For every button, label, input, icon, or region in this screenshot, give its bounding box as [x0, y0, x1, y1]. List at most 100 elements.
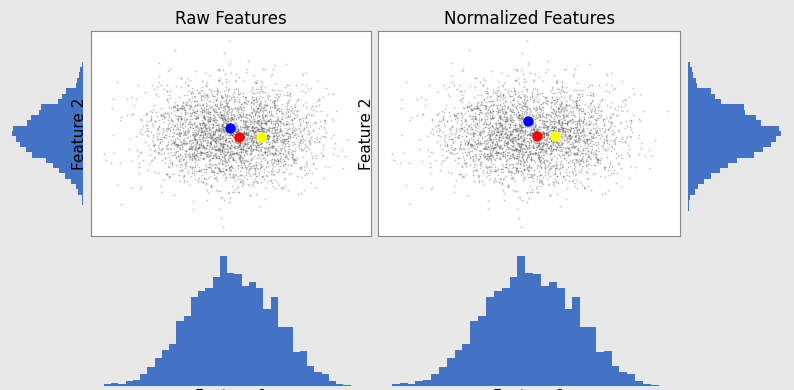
Point [276, 145, 288, 151]
Point [542, 139, 554, 145]
Point [534, 140, 547, 146]
Point [580, 168, 592, 175]
Point [481, 122, 494, 129]
Point [259, 149, 272, 155]
Point [239, 124, 252, 130]
Point [310, 133, 322, 140]
Bar [619, 372, 627, 386]
Point [255, 128, 268, 134]
Point [234, 152, 247, 158]
Point [568, 130, 580, 136]
Point [258, 169, 271, 176]
Point [200, 153, 213, 160]
Point [229, 128, 241, 134]
Point [210, 126, 222, 133]
Point [558, 106, 571, 112]
Point [581, 154, 594, 160]
Point [461, 103, 473, 109]
Point [249, 79, 262, 85]
Point [229, 159, 242, 165]
Point [549, 111, 561, 117]
Point [152, 150, 164, 156]
Point [490, 120, 503, 126]
Point [262, 131, 275, 138]
Point [269, 94, 282, 100]
Point [238, 160, 251, 167]
Point [584, 89, 596, 95]
Point [192, 127, 205, 133]
Point [268, 159, 280, 165]
Point [191, 140, 204, 146]
Point [506, 114, 518, 120]
Point [604, 161, 617, 167]
Point [221, 108, 233, 114]
Point [258, 131, 271, 137]
Point [500, 152, 513, 158]
Point [437, 117, 449, 124]
Point [217, 167, 229, 174]
Point [165, 118, 178, 124]
Point [533, 143, 545, 149]
Point [457, 145, 469, 151]
Point [472, 99, 484, 105]
Point [570, 102, 583, 108]
Point [238, 140, 251, 146]
Point [170, 113, 183, 119]
Point [238, 121, 251, 127]
Point [245, 105, 257, 111]
Point [252, 117, 265, 123]
Point [249, 163, 262, 169]
Point [537, 142, 549, 148]
Point [172, 142, 184, 148]
Point [269, 151, 282, 157]
Point [603, 125, 615, 131]
Point [480, 103, 492, 109]
Point [313, 97, 326, 103]
Point [183, 121, 195, 127]
Point [483, 155, 495, 161]
Point [533, 110, 545, 117]
Point [538, 125, 551, 131]
Point [607, 138, 620, 144]
Point [545, 114, 557, 121]
Point [318, 163, 331, 170]
Point [510, 153, 522, 159]
Point [480, 112, 493, 119]
Point [488, 168, 501, 174]
Point [490, 141, 503, 147]
Point [249, 129, 262, 135]
Point [299, 159, 312, 165]
Point [571, 94, 584, 100]
Point [494, 92, 507, 98]
Point [267, 138, 279, 145]
Point [522, 132, 535, 138]
Point [595, 155, 607, 161]
Point [572, 160, 585, 167]
Point [199, 179, 212, 186]
Point [166, 121, 179, 128]
Point [488, 167, 501, 173]
Point [443, 129, 456, 136]
Point [550, 132, 563, 138]
Point [299, 119, 312, 125]
Point [559, 176, 572, 183]
Point [221, 144, 233, 150]
Point [242, 112, 255, 118]
Point [471, 120, 484, 126]
Point [197, 133, 210, 140]
Point [491, 92, 503, 98]
Point [166, 133, 179, 139]
Point [214, 93, 227, 99]
Point [479, 103, 491, 110]
Point [208, 131, 221, 137]
Point [178, 105, 191, 111]
Point [176, 142, 189, 149]
Point [511, 136, 524, 142]
Point [549, 139, 562, 145]
Point [219, 71, 232, 77]
Point [573, 106, 586, 112]
Point [203, 152, 216, 158]
Point [223, 145, 236, 151]
Point [260, 145, 272, 151]
Point [571, 127, 584, 133]
